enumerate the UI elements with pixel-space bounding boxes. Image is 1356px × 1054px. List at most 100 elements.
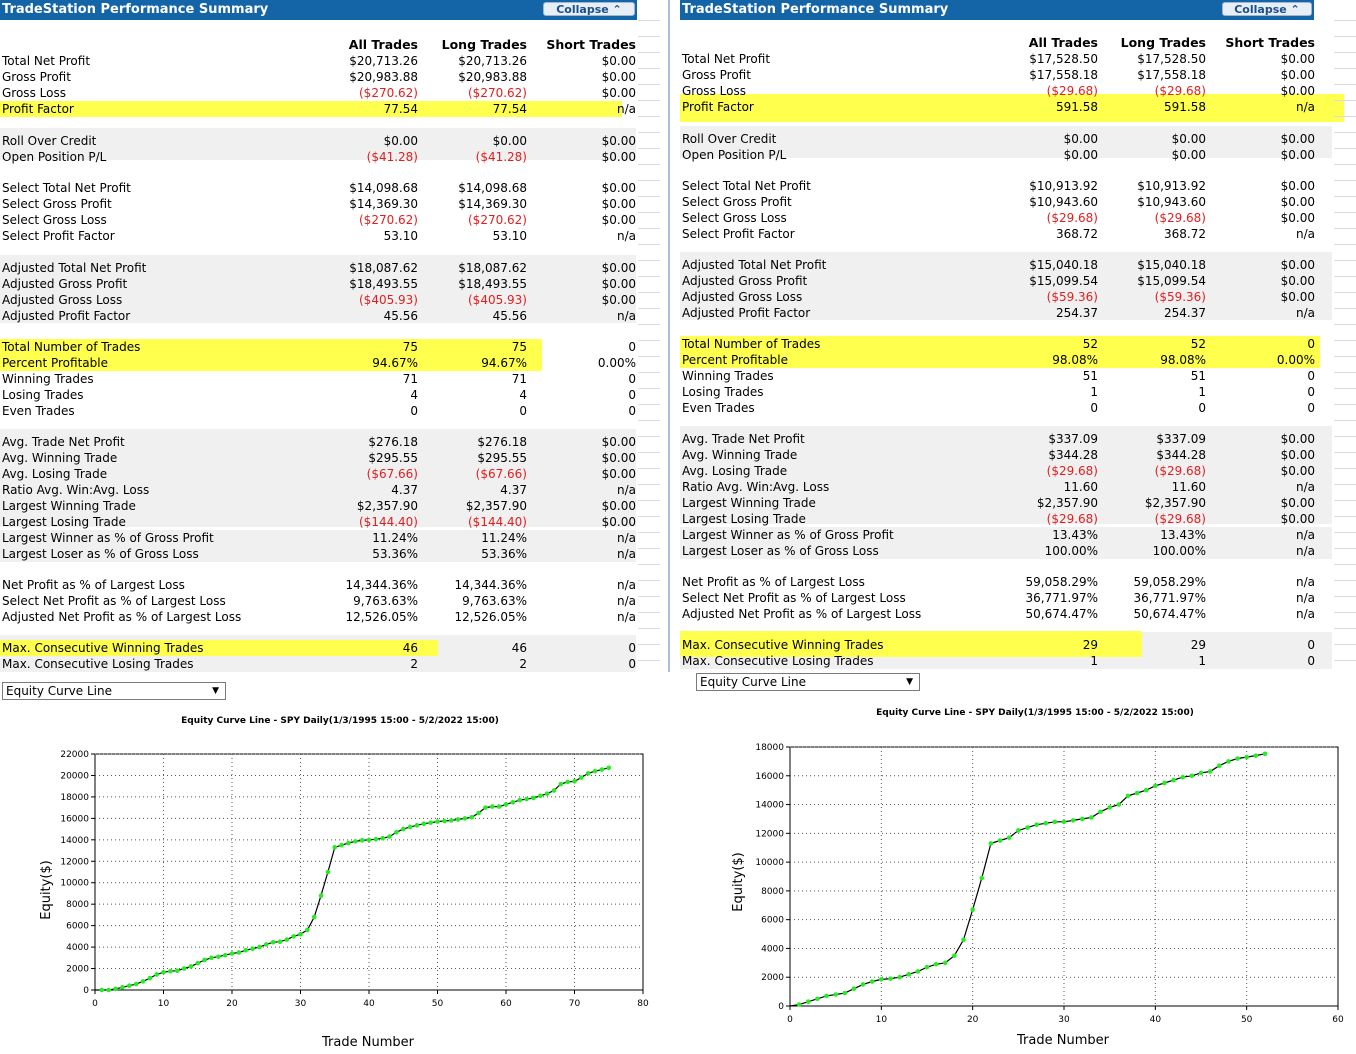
data-point (490, 804, 495, 809)
row-label: Total Number of Trades (2, 340, 141, 354)
row-label: Gross Profit (682, 68, 751, 82)
cell-value: 45.56 (492, 309, 527, 323)
data-point (970, 907, 975, 912)
data-point (243, 948, 248, 953)
table-row: Select Total Net Profit $14,098.68 $14,098… (0, 180, 660, 196)
cell-value: 0.00% (597, 356, 636, 370)
chart-type-dropdown[interactable]: Equity Curve Line ▼ (2, 682, 226, 700)
gutter-rule (638, 132, 660, 133)
cell-value: n/a (1295, 100, 1315, 114)
data-point (585, 771, 591, 776)
gutter-rule (638, 356, 660, 357)
gutter-rule (638, 340, 660, 341)
collapse-button[interactable]: Collapse ⌃ (1222, 2, 1312, 16)
data-point (400, 826, 406, 832)
row-highlight (0, 339, 542, 371)
cell-value: $18,087.62 (349, 261, 418, 275)
cell-value: 2 (519, 657, 527, 671)
cell-value: ($67.66) (475, 467, 527, 481)
table-row: Percent Profitable 94.67% 94.67% 0.00% (0, 355, 660, 371)
data-point (524, 796, 529, 802)
gutter-rule (638, 180, 660, 181)
cell-value: 71 (402, 372, 418, 386)
row-label: Net Profit as % of Largest Loss (682, 575, 865, 589)
equity-curve-chart: 0 2000 4000 6000 8000 10000 12000 14000 16000 180… (39, 750, 649, 1050)
y-tick-label: 0 (83, 986, 89, 996)
data-point (1079, 816, 1085, 822)
data-point (1262, 751, 1268, 757)
chart-type-dropdown[interactable]: Equity Curve Line ▼ (696, 673, 920, 691)
cell-value: ($405.93) (468, 293, 527, 307)
cell-value: ($29.68) (1154, 512, 1206, 526)
cell-value: 0 (1307, 638, 1315, 652)
column-header: Long Trades (1120, 35, 1206, 50)
data-point (1052, 819, 1058, 825)
row-label: Losing Trades (2, 388, 84, 402)
row-label: Max. Consecutive Losing Trades (682, 654, 874, 668)
gutter-rule (638, 388, 660, 389)
cell-value: $10,943.60 (1029, 195, 1098, 209)
cell-value: $2,357.90 (356, 499, 418, 513)
collapse-button[interactable]: Collapse ⌃ (543, 2, 635, 16)
cell-value: $10,913.92 (1029, 179, 1098, 193)
data-point (1216, 763, 1222, 769)
cell-value: ($67.66) (366, 467, 418, 481)
row-label: Total Net Profit (2, 54, 91, 68)
data-point (442, 818, 447, 824)
cell-value: 1 (1090, 654, 1098, 668)
data-point (366, 837, 372, 843)
gutter-rule (638, 228, 660, 229)
data-point (572, 779, 577, 784)
cell-value: 53.36% (372, 547, 418, 561)
x-tick-label: 40 (363, 999, 375, 1009)
row-label: Largest Winner as % of Gross Profit (2, 531, 214, 545)
data-point (869, 979, 875, 984)
data-point (888, 976, 893, 981)
table-row: Max. Consecutive Winning Trades 29 29 0 (680, 637, 1356, 653)
table-row: Open Position P/L ($41.28) ($41.28) $0.00 (0, 149, 660, 165)
cell-value: $2,357.90 (1144, 496, 1206, 510)
table-row: Even Trades 0 0 0 (680, 400, 1356, 416)
row-label: Open Position P/L (682, 148, 787, 162)
cell-value: $0.00 (1280, 52, 1315, 66)
data-point (915, 969, 921, 974)
data-point (510, 799, 516, 805)
data-point (1043, 820, 1049, 826)
chart-type-selected: Equity Curve Line (700, 675, 806, 689)
table-row: Select Profit Factor 368.72 368.72 n/a (680, 226, 1356, 242)
row-label: Select Total Net Profit (2, 181, 131, 195)
y-axis-title: Equity($) (731, 852, 746, 912)
plot-area (789, 746, 1339, 1007)
row-label: Roll Over Credit (2, 134, 97, 148)
gutter-rule (638, 36, 660, 37)
table-row: Profit Factor 591.58 591.58 n/a (680, 99, 1356, 115)
gutter-rule (638, 292, 660, 293)
row-label: Profit Factor (2, 102, 74, 116)
cell-value: $20,983.88 (349, 70, 418, 84)
cell-value: 4 (519, 388, 527, 402)
cell-value: $17,528.50 (1029, 52, 1098, 66)
data-point (1180, 774, 1186, 780)
cell-value: $0.00 (1280, 68, 1315, 82)
cell-value: ($144.40) (359, 515, 418, 529)
data-point (1153, 783, 1158, 789)
row-label: Select Gross Loss (682, 211, 787, 225)
data-point (551, 788, 557, 793)
y-tick-label: 18000 (755, 743, 784, 753)
data-point (421, 821, 427, 827)
cell-value: $0.00 (1063, 148, 1098, 162)
data-point (270, 939, 276, 945)
gutter-rule (638, 20, 660, 21)
row-label: Open Position P/L (2, 150, 107, 164)
data-point (469, 814, 475, 820)
gutter-rule (638, 548, 660, 549)
table-row: Net Profit as % of Largest Loss 14,344.36… (0, 577, 660, 593)
cell-value: 36,771.97% (1025, 591, 1098, 605)
row-label: Adjusted Net Profit as % of Largest Loss (2, 610, 242, 624)
row-label: Largest Winner as % of Gross Profit (682, 528, 894, 542)
cell-value: ($59.36) (1046, 290, 1098, 304)
cell-value: $295.55 (368, 451, 418, 465)
data-point (339, 842, 344, 848)
data-point (435, 819, 440, 824)
cell-value: $0.00 (601, 277, 636, 291)
